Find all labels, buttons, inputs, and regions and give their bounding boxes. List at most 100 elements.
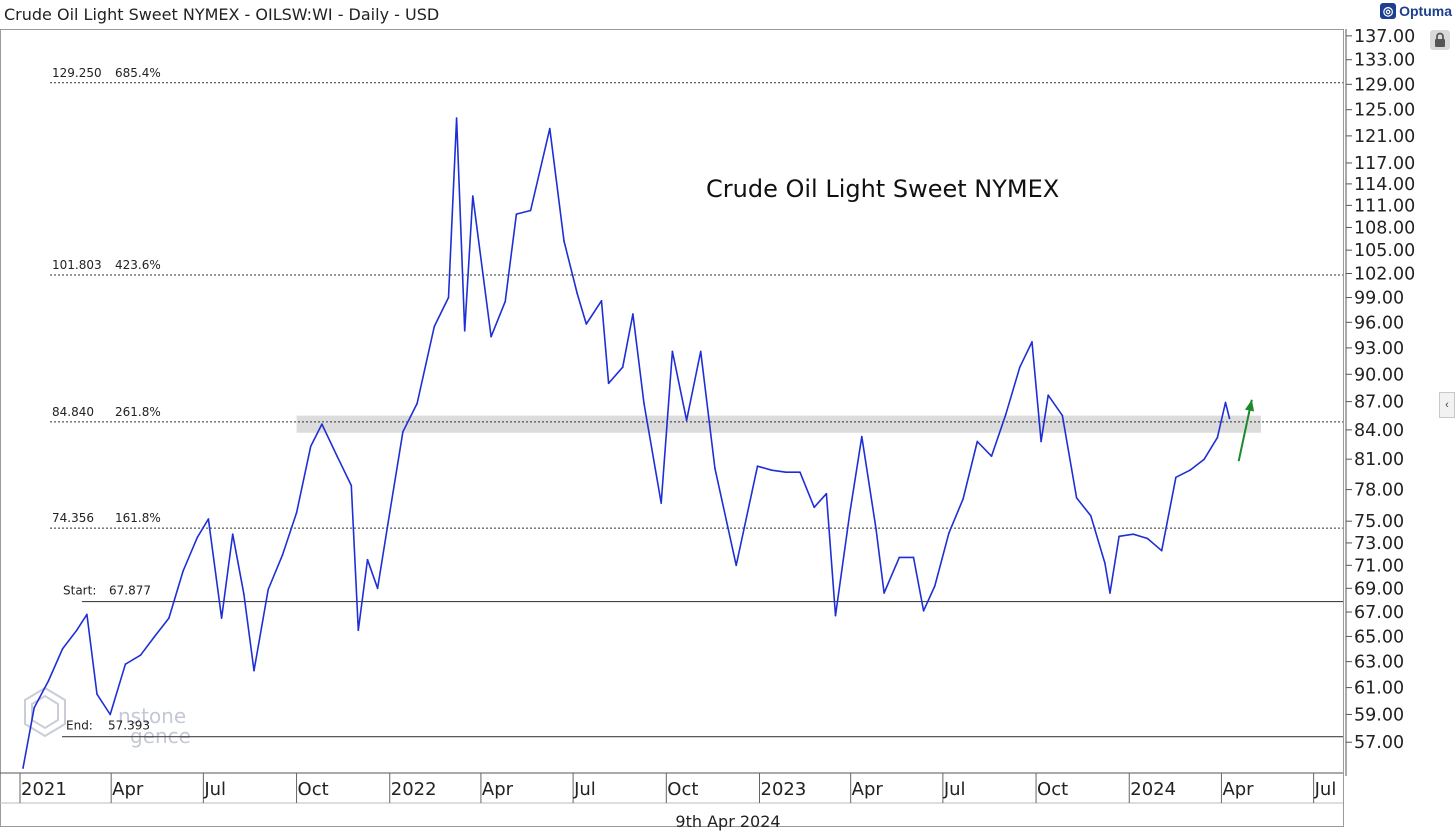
price-point-25 — [350, 484, 353, 487]
fib-pct-label-2: 261.8% — [115, 405, 161, 419]
price-point-29 — [387, 518, 390, 520]
price-point-31 — [416, 402, 418, 405]
watermark-text-2: gence — [130, 724, 191, 748]
y-tick-label-2: 61.00 — [1354, 679, 1404, 699]
price-point-44 — [585, 323, 588, 325]
y-tick-label-3: 63.00 — [1354, 653, 1404, 673]
price-point-46 — [607, 382, 610, 385]
price-series-line — [22, 117, 1231, 769]
price-point-70 — [933, 585, 936, 587]
price-point-64 — [861, 435, 863, 438]
price-point-17 — [243, 593, 245, 595]
y-tick-label-6: 69.00 — [1354, 579, 1404, 599]
y-tick-label-10: 78.00 — [1354, 481, 1404, 501]
price-point-73 — [976, 440, 979, 443]
price-point-34 — [455, 117, 458, 119]
chevron-left-icon[interactable]: ‹ — [1439, 392, 1455, 418]
fib-value-label-1: 101.803 — [52, 258, 102, 272]
x-tick-label-5: Apr — [482, 779, 514, 800]
price-point-53 — [699, 350, 702, 353]
fib-pct-label-0: 685.4% — [115, 66, 161, 80]
price-point-33 — [447, 296, 450, 299]
price-point-78 — [1040, 440, 1042, 443]
y-tick-label-14: 90.00 — [1354, 365, 1404, 385]
chart-title: Crude Oil Light Sweet NYMEX — [706, 175, 1059, 203]
price-point-58 — [785, 471, 787, 474]
price-point-80 — [1061, 414, 1064, 417]
price-point-94 — [1228, 417, 1231, 420]
price-point-13 — [196, 536, 199, 539]
price-point-15 — [220, 617, 223, 619]
price-point-81 — [1075, 497, 1078, 499]
price-point-83 — [1104, 562, 1106, 564]
end-value-label: 57.393 — [108, 719, 150, 733]
price-point-90 — [1189, 469, 1191, 471]
price-point-71 — [948, 532, 950, 534]
price-point-19 — [267, 588, 269, 591]
price-point-56 — [756, 465, 759, 467]
y-tick-label-9: 75.00 — [1354, 512, 1404, 532]
watermark-hex-icon — [24, 686, 66, 738]
price-point-50 — [660, 502, 663, 504]
y-tick-label-8: 73.00 — [1354, 534, 1404, 554]
x-tick-label-14: Jul — [1314, 779, 1337, 800]
x-tick-label-10: Jul — [943, 779, 966, 800]
price-point-27 — [366, 558, 369, 561]
x-tick-label-1: Apr — [112, 779, 144, 800]
price-point-12 — [182, 570, 184, 572]
price-point-1 — [33, 706, 35, 709]
y-tick-label-27: 133.00 — [1354, 51, 1415, 71]
y-tick-label-0: 57.00 — [1354, 733, 1404, 753]
fib-pct-label-3: 161.8% — [115, 511, 161, 525]
x-tick-label-2: Jul — [203, 779, 226, 800]
y-tick-label-13: 87.00 — [1354, 393, 1404, 413]
y-tick-label-25: 125.00 — [1354, 101, 1415, 121]
price-point-55 — [735, 564, 738, 567]
price-point-84 — [1109, 592, 1111, 594]
x-tick-label-12: 2024 — [1130, 779, 1176, 800]
price-point-85 — [1118, 535, 1120, 538]
price-point-93 — [1224, 401, 1227, 404]
price-point-88 — [1160, 549, 1163, 552]
y-tick-label-16: 96.00 — [1354, 313, 1404, 333]
y-tick-label-12: 84.00 — [1354, 421, 1404, 441]
price-point-0 — [22, 767, 24, 769]
price-point-92 — [1216, 436, 1219, 439]
price-point-7 — [109, 713, 111, 716]
price-point-45 — [600, 299, 603, 302]
price-point-72 — [962, 498, 964, 500]
price-point-59 — [799, 471, 801, 474]
y-tick-label-11: 81.00 — [1354, 450, 1404, 470]
price-point-62 — [834, 614, 837, 617]
optuma-logo-icon: ◎ — [1380, 3, 1397, 19]
lock-glyph — [1435, 32, 1445, 47]
price-point-39 — [515, 213, 518, 215]
plot-frame — [0, 29, 1344, 827]
watermark-logo — [24, 686, 66, 738]
price-point-10 — [153, 635, 156, 638]
chart-header-title: Crude Oil Light Sweet NYMEX - OILSW:WI -… — [4, 5, 440, 24]
trend-arrow-head — [1244, 399, 1255, 412]
x-tick-label-13: Apr — [1222, 779, 1254, 800]
price-point-30 — [402, 431, 404, 433]
price-point-43 — [576, 292, 578, 295]
price-point-26 — [357, 629, 360, 632]
price-point-52 — [685, 419, 688, 422]
price-point-77 — [1031, 341, 1033, 343]
price-point-63 — [848, 512, 851, 515]
y-tick-label-23: 117.00 — [1354, 154, 1415, 174]
price-point-87 — [1146, 537, 1149, 540]
price-point-91 — [1203, 458, 1206, 460]
price-point-18 — [253, 669, 255, 672]
price-point-74 — [990, 455, 993, 457]
price-point-65 — [875, 527, 877, 530]
price-point-51 — [671, 350, 674, 353]
lock-icon[interactable] — [1430, 30, 1450, 50]
price-point-42 — [563, 240, 565, 242]
price-point-89 — [1175, 476, 1177, 479]
price-point-28 — [376, 587, 379, 590]
x-tick-label-6: Jul — [573, 779, 596, 800]
price-point-69 — [922, 610, 925, 612]
price-point-47 — [621, 366, 624, 368]
